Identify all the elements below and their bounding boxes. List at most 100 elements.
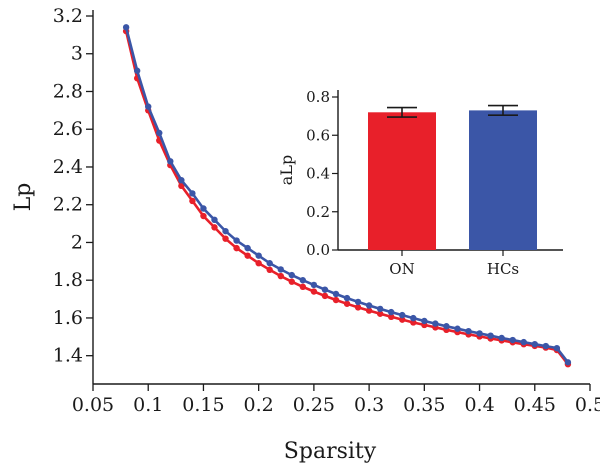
series-2-point bbox=[178, 176, 185, 184]
inset-y-tick-label: 0.6 bbox=[306, 126, 330, 144]
y-tick-label: 2.2 bbox=[53, 194, 83, 216]
x-tick-label: 0.2 bbox=[244, 394, 274, 416]
series-2-point bbox=[553, 344, 561, 352]
main-y-ticks: 1.4 1.6 1.8 2 2.2 2.4 2.6 2.8 3 3.2 bbox=[53, 5, 93, 367]
inset-y-tick-label: 0.2 bbox=[306, 203, 330, 221]
series-2-point bbox=[288, 271, 295, 279]
series-2-point bbox=[542, 342, 550, 350]
y-tick-label: 1.6 bbox=[53, 307, 83, 329]
series-1-point bbox=[388, 313, 395, 321]
series-1-point bbox=[299, 283, 307, 291]
series-1-point bbox=[365, 307, 373, 314]
series-1-point bbox=[266, 266, 273, 274]
x-tick-label: 0.05 bbox=[72, 394, 114, 416]
series-2-point bbox=[354, 298, 362, 306]
inset-y-tick-label: 0.0 bbox=[306, 241, 330, 259]
inset-y-tick-label: 0.4 bbox=[306, 165, 330, 183]
series-2-point bbox=[410, 314, 417, 322]
series-2-point bbox=[432, 320, 439, 327]
series-2-point bbox=[365, 302, 373, 309]
series-1-point bbox=[244, 252, 251, 259]
series-2-point bbox=[211, 216, 218, 224]
inset-y-tick-label: 0.8 bbox=[306, 88, 330, 106]
series-2-point bbox=[332, 290, 340, 298]
series-1-point bbox=[321, 292, 329, 300]
x-tick-label: 0.3 bbox=[354, 394, 384, 416]
y-tick-label: 1.4 bbox=[53, 345, 83, 367]
inset-x-tick-label: HCs bbox=[487, 260, 519, 278]
series-2-point bbox=[487, 332, 494, 339]
series-2-point bbox=[498, 334, 505, 342]
series-2-point bbox=[277, 266, 284, 273]
series-2-point bbox=[167, 158, 174, 165]
series-1-point bbox=[310, 288, 318, 295]
series-1-point bbox=[332, 296, 340, 304]
series-2-point bbox=[244, 244, 251, 252]
y-tick-label: 2.4 bbox=[53, 156, 83, 178]
series-2-point bbox=[564, 359, 572, 366]
x-tick-label: 0.4 bbox=[464, 394, 494, 416]
series-1-point bbox=[233, 244, 240, 252]
series-1-point bbox=[255, 260, 262, 267]
series-1-point bbox=[189, 197, 196, 205]
series-2-point bbox=[133, 67, 141, 74]
series-2-point bbox=[310, 281, 318, 289]
series-1-point bbox=[222, 235, 229, 242]
series-1-point bbox=[376, 310, 384, 317]
series-2-point bbox=[421, 317, 428, 325]
series-2-point bbox=[122, 24, 130, 31]
series-2-point bbox=[266, 260, 273, 267]
y-tick-label: 2.6 bbox=[53, 118, 83, 140]
series-2-point bbox=[255, 252, 262, 259]
main-y-axis-title: Lp bbox=[11, 183, 36, 212]
main-series bbox=[122, 24, 572, 368]
series-2-point bbox=[399, 311, 406, 319]
x-tick-label: 0.25 bbox=[293, 394, 335, 416]
inset-y-axis-title: aLp bbox=[277, 155, 296, 185]
x-tick-label: 0.45 bbox=[514, 394, 556, 416]
series-1-point bbox=[211, 224, 218, 231]
series-2-point bbox=[156, 129, 163, 137]
y-tick-label: 2 bbox=[71, 231, 83, 253]
series-2-point bbox=[321, 286, 329, 293]
x-tick-label: 0.15 bbox=[182, 394, 224, 416]
series-2-point bbox=[189, 190, 196, 197]
series-2-point bbox=[145, 103, 152, 110]
series-2-point bbox=[476, 330, 483, 337]
series-2-point bbox=[388, 308, 395, 316]
inset-bar-hcs bbox=[469, 110, 537, 250]
main-x-ticks: 0.05 0.1 0.15 0.2 0.25 0.3 0.35 0.4 0.45 0.5 bbox=[72, 384, 600, 416]
series-1-point bbox=[277, 272, 284, 280]
series-2-point bbox=[531, 340, 538, 348]
series-2-point bbox=[454, 325, 461, 332]
y-tick-label: 2.8 bbox=[53, 80, 83, 102]
y-tick-label: 1.8 bbox=[53, 269, 83, 291]
series-2-point bbox=[343, 294, 351, 302]
x-tick-label: 0.5 bbox=[575, 394, 600, 416]
series-1-point bbox=[178, 182, 185, 190]
series-2-point bbox=[299, 277, 307, 284]
inset-bar-on bbox=[368, 112, 436, 250]
inset-bars: ON HCs bbox=[368, 104, 537, 278]
series-2-point bbox=[222, 227, 229, 235]
series-2-point bbox=[443, 323, 450, 330]
x-tick-label: 0.1 bbox=[133, 394, 163, 416]
series-1-point bbox=[200, 212, 207, 220]
main-x-axis-title: Sparsity bbox=[284, 439, 377, 464]
series-1-point bbox=[354, 304, 362, 311]
inset-x-tick-label: ON bbox=[389, 260, 414, 278]
series-2-point bbox=[465, 327, 472, 335]
series-1-point bbox=[288, 278, 295, 285]
inset-y-ticks: 0.0 0.2 0.4 0.6 0.8 bbox=[306, 88, 338, 259]
series-2-point bbox=[509, 336, 516, 344]
series-2-point bbox=[376, 305, 384, 313]
y-tick-label: 3 bbox=[71, 43, 83, 65]
series-2-point bbox=[200, 205, 207, 212]
y-tick-label: 3.2 bbox=[53, 5, 83, 27]
series-2-point bbox=[520, 338, 527, 346]
x-tick-label: 0.35 bbox=[403, 394, 445, 416]
series-1-point bbox=[343, 300, 351, 307]
series-2-point bbox=[233, 237, 240, 244]
series-1-point bbox=[399, 316, 406, 323]
